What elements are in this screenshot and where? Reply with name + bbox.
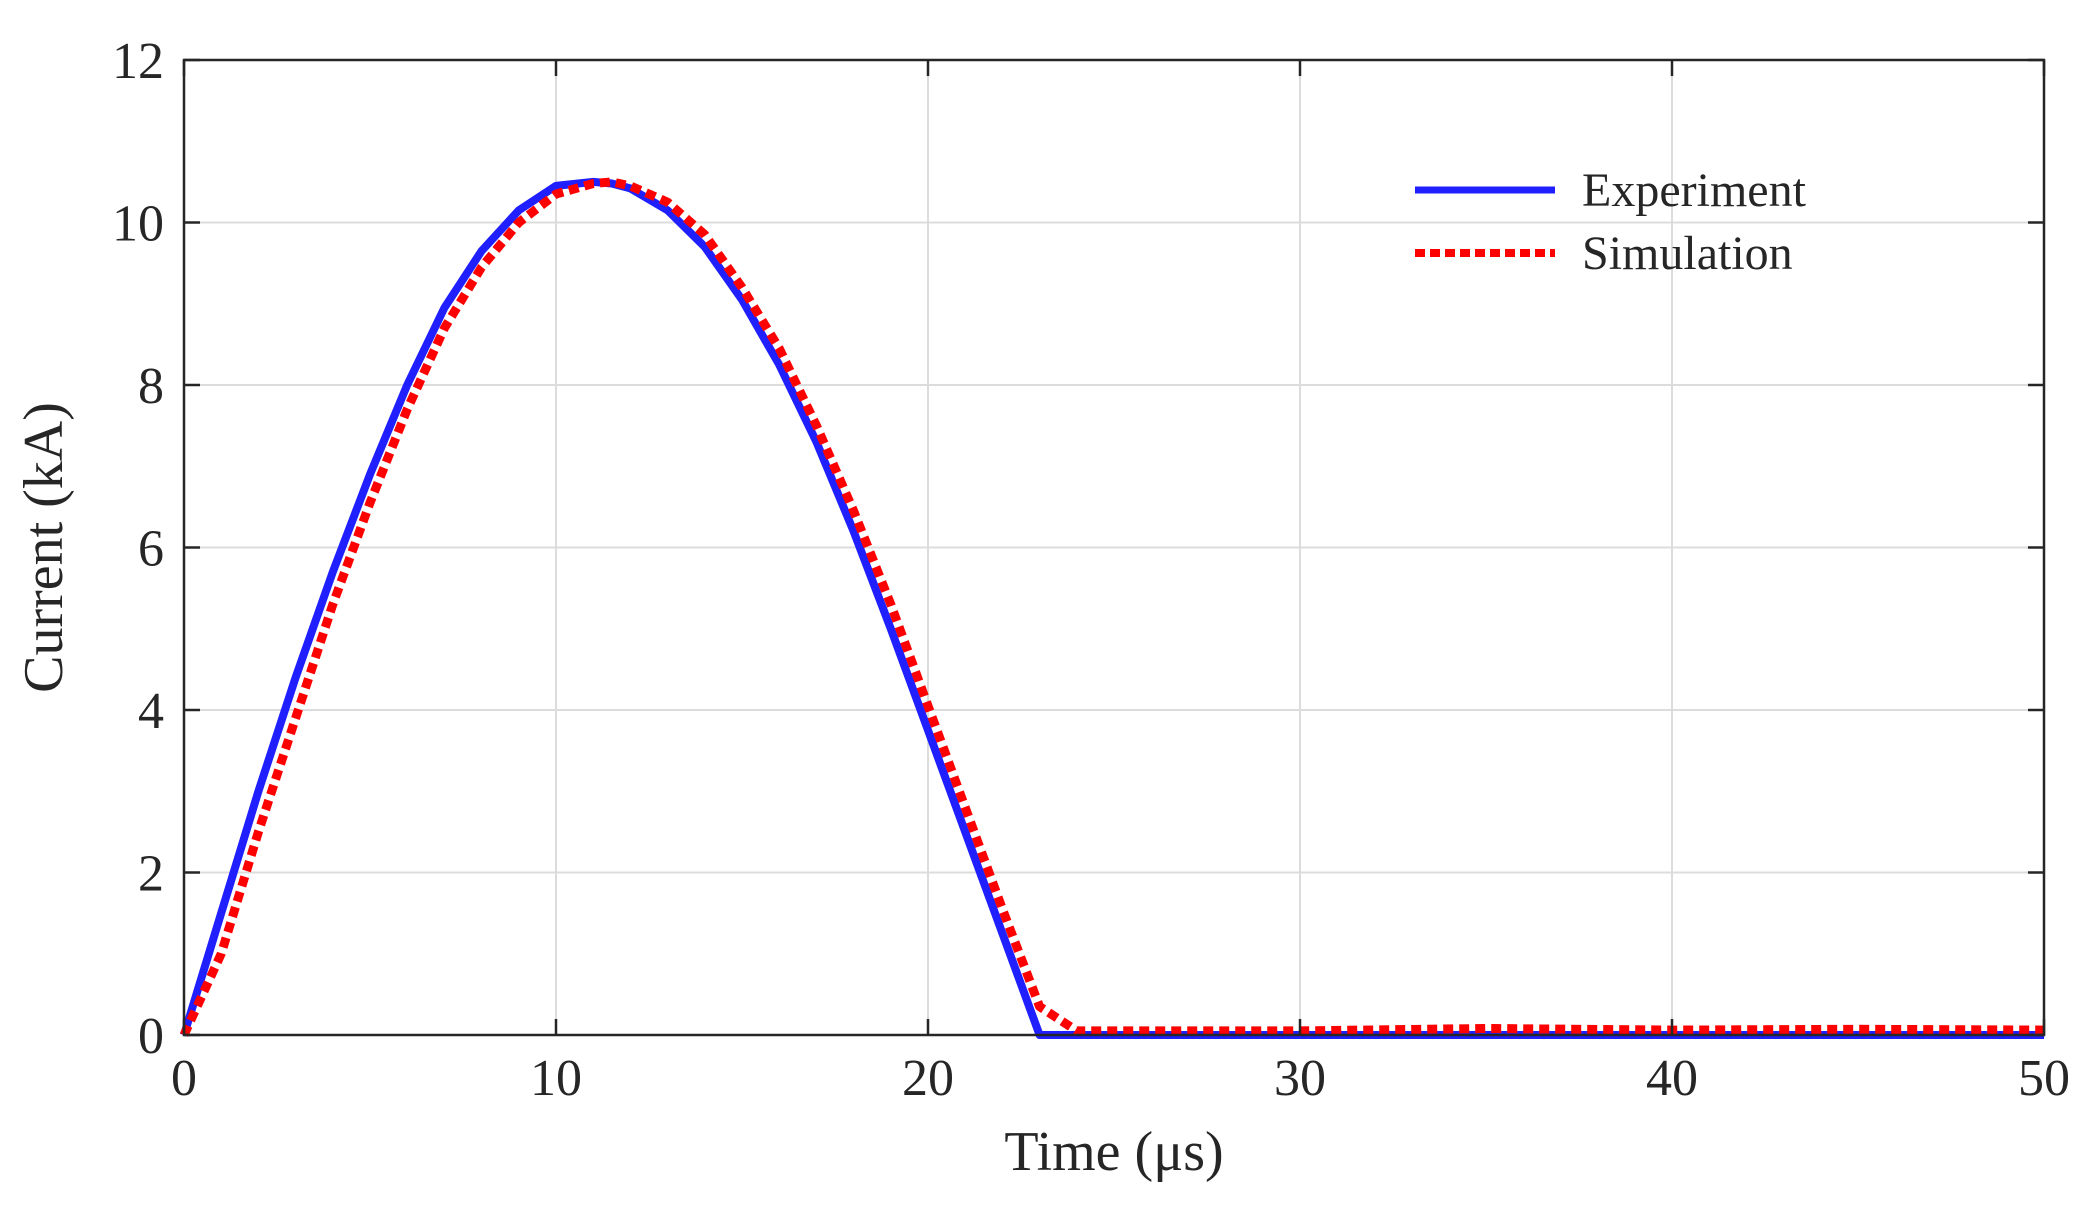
legend: Experiment Simulation bbox=[1415, 164, 1807, 280]
series-line-simulation bbox=[179, 177, 2045, 1037]
x-tick-label: 10 bbox=[530, 1050, 582, 1107]
x-tick-label: 0 bbox=[171, 1050, 197, 1107]
grid-lines bbox=[184, 60, 2044, 1035]
y-tick-label: 0 bbox=[138, 1008, 164, 1065]
y-axis-title: Current (kA) bbox=[13, 402, 75, 693]
y-tick-label: 4 bbox=[138, 683, 164, 740]
x-tick-label: 30 bbox=[1274, 1050, 1326, 1107]
x-tick-label: 20 bbox=[902, 1050, 954, 1107]
legend-label-simulation: Simulation bbox=[1582, 227, 1793, 280]
y-tick-label: 8 bbox=[138, 358, 164, 415]
y-tick-label: 2 bbox=[138, 846, 164, 903]
y-tick-label: 12 bbox=[112, 33, 164, 90]
axis-ticks: 0 10 20 30 40 50 0 2 4 6 8 10 12 bbox=[112, 33, 2070, 1107]
x-axis-title: Time (μs) bbox=[1004, 1121, 1223, 1183]
x-tick-label: 50 bbox=[2018, 1050, 2070, 1107]
y-tick-label: 6 bbox=[138, 521, 164, 578]
legend-label-experiment: Experiment bbox=[1582, 164, 1807, 217]
y-tick-label: 10 bbox=[112, 196, 164, 253]
x-tick-label: 40 bbox=[1646, 1050, 1698, 1107]
